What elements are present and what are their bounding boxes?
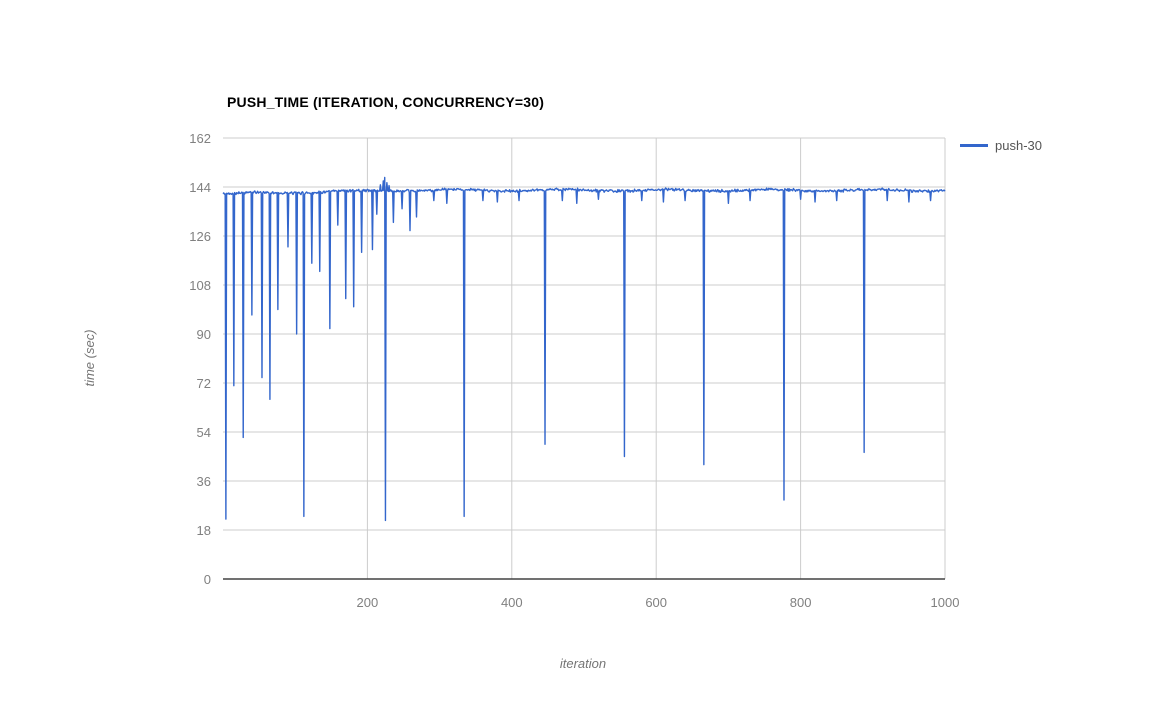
y-tick-label: 0 — [203, 572, 211, 587]
x-tick-label: 200 — [356, 595, 379, 610]
x-tick-label: 800 — [789, 595, 812, 610]
y-tick-label: 144 — [189, 180, 211, 195]
y-tick-label: 108 — [189, 278, 211, 293]
x-axis-title: iteration — [559, 656, 607, 671]
x-tick-label: 400 — [500, 595, 523, 610]
y-axis-title: time (sec) — [82, 329, 97, 387]
chart-title: PUSH_TIME (ITERATION, CONCURRENCY=30) — [227, 94, 545, 110]
y-tick-label: 72 — [196, 376, 211, 391]
legend: push-30 — [960, 138, 1042, 153]
legend-series-label: push-30 — [995, 138, 1042, 153]
y-tick-label: 54 — [196, 425, 211, 440]
y-tick-label: 36 — [196, 474, 211, 489]
x-tick-label: 600 — [645, 595, 668, 610]
y-tick-label: 90 — [196, 327, 211, 342]
legend-line-swatch — [960, 144, 988, 147]
x-tick-label: 1000 — [930, 595, 960, 610]
y-tick-label: 18 — [196, 523, 211, 538]
y-tick-label: 126 — [189, 229, 211, 244]
series-line-push-30 — [222, 176, 946, 522]
y-tick-label: 162 — [189, 131, 211, 146]
